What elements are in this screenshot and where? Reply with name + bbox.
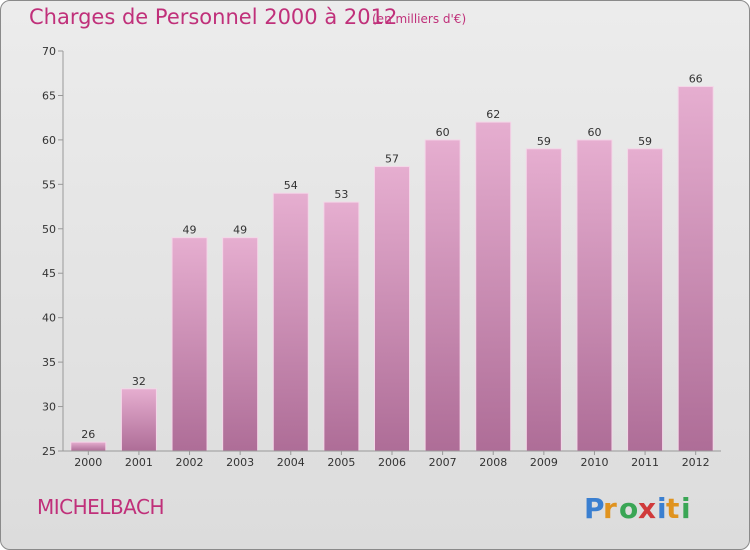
bar-2003 xyxy=(222,237,259,452)
x-tick-label: 2002 xyxy=(176,456,204,469)
bar-2000 xyxy=(70,441,107,452)
x-tick-label: 2005 xyxy=(327,456,355,469)
proxiti-logo: P r o x i t i xyxy=(584,488,694,528)
bar-value-label: 59 xyxy=(537,135,551,148)
x-tick-label: 2007 xyxy=(429,456,457,469)
bar-2011 xyxy=(627,148,664,452)
bar-value-label: 32 xyxy=(132,375,146,388)
y-tick-label: 55 xyxy=(42,178,56,191)
bar-2001 xyxy=(120,388,157,452)
bar-value-label: 54 xyxy=(284,179,298,192)
svg-text:P: P xyxy=(584,492,605,525)
y-tick-label: 25 xyxy=(42,445,56,458)
x-tick-label: 2006 xyxy=(378,456,406,469)
y-tick-label: 30 xyxy=(42,401,56,414)
bar-2005 xyxy=(323,201,360,452)
x-tick-label: 2009 xyxy=(530,456,558,469)
bar-value-label: 62 xyxy=(486,108,500,121)
chart-title: Charges de Personnel 2000 à 2012 xyxy=(29,5,398,29)
bar-2002 xyxy=(171,237,208,452)
svg-text:t: t xyxy=(666,492,679,525)
y-tick-label: 45 xyxy=(42,267,56,280)
town-name: MICHELBACH xyxy=(37,495,165,519)
bar-value-label: 26 xyxy=(81,428,95,441)
bar-2012 xyxy=(677,86,714,452)
y-tick-label: 40 xyxy=(42,312,56,325)
bar-2008 xyxy=(475,121,512,452)
y-tick-label: 35 xyxy=(42,356,56,369)
x-tick-label: 2008 xyxy=(479,456,507,469)
bar-2009 xyxy=(525,148,562,452)
bar-2007 xyxy=(424,139,461,452)
svg-text:i: i xyxy=(681,492,691,525)
x-tick-label: 2012 xyxy=(682,456,710,469)
bar-value-label: 59 xyxy=(638,135,652,148)
x-tick-label: 2000 xyxy=(74,456,102,469)
x-tick-label: 2001 xyxy=(125,456,153,469)
bar-value-label: 49 xyxy=(183,224,197,237)
bar-value-label: 60 xyxy=(587,126,601,139)
x-tick-label: 2003 xyxy=(226,456,254,469)
bar-2010 xyxy=(576,139,613,452)
bar-2004 xyxy=(272,192,309,452)
svg-text:x: x xyxy=(638,492,656,525)
chart-subtitle: (en milliers d'€) xyxy=(372,12,467,26)
bar-value-label: 57 xyxy=(385,153,399,166)
bar-2006 xyxy=(374,166,410,452)
bar-value-label: 49 xyxy=(233,224,247,237)
svg-text:i: i xyxy=(657,492,667,525)
x-tick-label: 2011 xyxy=(631,456,659,469)
y-tick-label: 60 xyxy=(42,134,56,147)
svg-text:r: r xyxy=(603,492,617,525)
y-tick-label: 70 xyxy=(42,45,56,58)
x-tick-label: 2004 xyxy=(277,456,305,469)
y-tick-label: 50 xyxy=(42,223,56,236)
bar-value-label: 66 xyxy=(689,73,703,86)
x-tick-label: 2010 xyxy=(580,456,608,469)
y-tick-label: 65 xyxy=(42,89,56,102)
bar-value-label: 53 xyxy=(334,188,348,201)
bar-value-label: 60 xyxy=(436,126,450,139)
svg-text:o: o xyxy=(619,492,638,525)
